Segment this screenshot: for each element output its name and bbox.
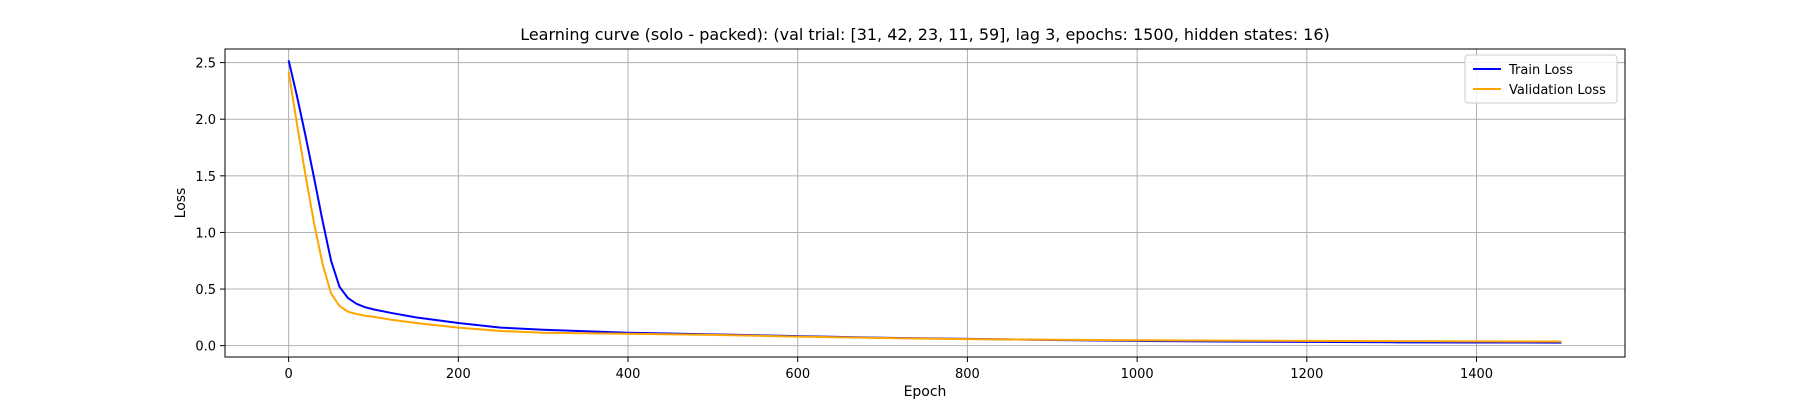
x-tick-label: 400 <box>616 367 641 382</box>
y-tick-label: 0.5 <box>195 283 216 298</box>
x-tick-label: 200 <box>446 367 471 382</box>
x-tick-label: 1400 <box>1460 367 1493 382</box>
series-lines <box>287 60 1562 344</box>
legend-box <box>1464 54 1618 104</box>
legend-label: Validation Loss <box>1509 83 1606 98</box>
x-axis-ticks: 0 200 400 600 800 1000 1200 1400 <box>284 357 1493 382</box>
x-tick-label: 0 <box>284 367 292 382</box>
y-axis-label: Loss <box>173 188 189 219</box>
y-tick-label: 2.0 <box>195 113 216 128</box>
y-tick-label: 1.5 <box>195 170 216 185</box>
x-axis-label: Epoch <box>904 384 947 400</box>
y-tick-label: 1.0 <box>195 226 216 241</box>
x-tick-label: 800 <box>955 367 980 382</box>
y-axis-ticks: 0.0 0.5 1.0 1.5 2.0 2.5 <box>195 57 225 355</box>
x-tick-label: 1200 <box>1290 367 1323 382</box>
x-tick-label: 600 <box>785 367 810 382</box>
x-tick-label: 1000 <box>1121 367 1154 382</box>
plot-area-frame <box>224 48 1626 358</box>
chart-title: Learning curve (solo - packed): (val tri… <box>520 25 1330 44</box>
y-tick-label: 0.0 <box>195 340 216 355</box>
series-line-1 <box>287 71 1562 343</box>
legend: Train Loss Validation Loss <box>1464 54 1618 104</box>
legend-label: Train Loss <box>1508 63 1573 78</box>
y-tick-label: 2.5 <box>195 57 216 72</box>
